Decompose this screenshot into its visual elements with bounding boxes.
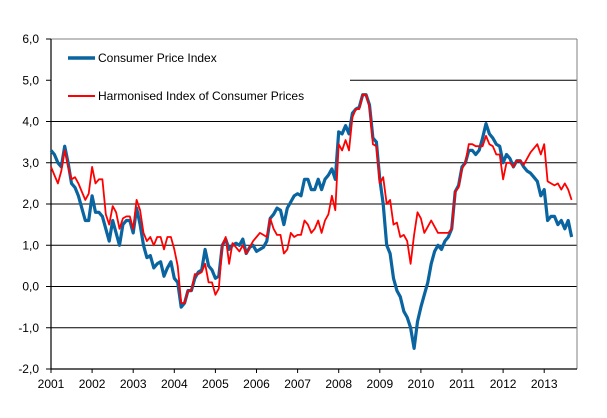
series-line-hicp	[50, 93, 573, 304]
x-tick-label: 2011	[449, 377, 475, 391]
y-tick-label: -2,0	[18, 362, 39, 376]
x-tick-label: 2007	[284, 377, 311, 391]
legend-item-cpi: Consumer Price Index	[68, 51, 217, 65]
y-tick-label: 4,0	[22, 115, 39, 129]
x-tick-label: 2003	[120, 377, 147, 391]
series-line-cpi	[49, 93, 574, 350]
x-tick-label: 2010	[408, 377, 435, 391]
y-tick-label: 5,0	[22, 73, 39, 87]
legend-background	[51, 42, 350, 112]
legend-label-cpi: Consumer Price Index	[98, 51, 217, 65]
legend-item-hicp: Harmonised Index of Consumer Prices	[68, 89, 304, 103]
y-tick-label: 1,0	[22, 238, 39, 252]
x-tick-label: 2008	[325, 377, 352, 391]
x-tick-label: 2013	[531, 377, 558, 391]
x-tick-label: 2006	[243, 377, 270, 391]
x-tick-label: 2009	[366, 377, 393, 391]
x-tick-label: 2004	[161, 377, 188, 391]
x-tick-label: 2012	[490, 377, 517, 391]
y-tick-label: 2,0	[22, 197, 39, 211]
y-tick-label: -1,0	[18, 321, 39, 335]
y-tick-label: 3,0	[22, 156, 39, 170]
y-tick-label: 0,0	[22, 280, 39, 294]
axes	[46, 38, 578, 373]
legend: Consumer Price Index Harmonised Index of…	[68, 51, 304, 103]
x-tick-label: 2005	[202, 377, 229, 391]
x-axis-tick-labels: 2001 2002 2003 2004 2005 2006 2007 2008 2009 2010…	[38, 377, 558, 391]
legend-label-hicp: Harmonised Index of Consumer Prices	[98, 89, 304, 103]
x-tick-label: 2001	[38, 377, 65, 391]
y-axis-tick-labels: 6,0 5,0 4,0 3,0 2,0 1,0 0,0 -1,0 -2,0	[18, 32, 39, 376]
x-tick-label: 2002	[79, 377, 106, 391]
series-lines	[49, 93, 574, 350]
y-tick-label: 6,0	[22, 32, 39, 46]
